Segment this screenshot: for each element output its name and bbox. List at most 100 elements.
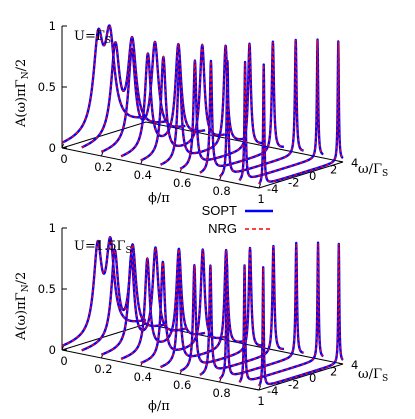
curve-phi-1	[258, 242, 344, 387]
x-tick-label: 0.8	[212, 386, 230, 400]
x-axis-label: ϕ/π	[148, 191, 170, 206]
curve-phi-0.1	[80, 243, 167, 352]
x-tick	[61, 143, 64, 149]
curve-phi-0.3	[120, 42, 207, 158]
back-floor-edge	[61, 323, 147, 351]
x-tick-label: 0.6	[173, 176, 191, 190]
curve-phi-0.7	[198, 40, 285, 174]
x-tick-label: 0	[60, 152, 67, 166]
panel-bottom: 00.20.40.60.81 -4 -2 0 2 4 00.51 U=1.5ΓS A(ω…	[14, 221, 388, 414]
curve-phi-0	[61, 236, 147, 347]
z-axis-label: A(ω)πΓN/2	[14, 272, 31, 341]
curve-phi-0.6	[179, 42, 266, 170]
x-axis-line	[61, 349, 260, 391]
curve-phi-0.1	[80, 35, 167, 149]
y-tick-label: 0	[309, 371, 316, 385]
curve-phi-0	[61, 24, 147, 144]
x-tick-labels: 0 0.2 0.4 0.6 0.8 1	[60, 354, 264, 408]
nrg-curve	[219, 242, 304, 380]
y-tick-label: -2	[288, 176, 299, 190]
panel-label: U=ΓS	[74, 29, 111, 46]
nrg-curve	[238, 39, 324, 181]
y-tick-labels: -4 -2 0 2 4	[267, 358, 358, 398]
curve-phi-0.4	[139, 248, 226, 365]
z-tick-label: 1	[49, 19, 56, 33]
sopt-curve	[198, 244, 285, 376]
nrg-curve	[179, 247, 265, 372]
nrg-curve	[258, 41, 344, 185]
y-axis-label: ω/ΓS	[358, 367, 388, 384]
x-tick-label: 0.4	[134, 168, 152, 182]
nrg-curve	[179, 43, 265, 170]
z-tick-labels: 00.51	[38, 221, 56, 357]
x-tick-label: 1	[257, 394, 264, 408]
nrg-curve	[120, 42, 206, 157]
y-tick-label: 4	[351, 156, 358, 170]
nrg-curve	[101, 245, 186, 356]
x-axis-line	[61, 147, 260, 189]
x-tick	[61, 345, 64, 351]
y-tick	[253, 388, 260, 391]
y-tick-label: 0	[309, 169, 316, 183]
y-tick-label: 2	[330, 163, 337, 177]
curve-phi-1	[258, 40, 344, 185]
panel-label: U=1.5ΓS	[74, 239, 132, 256]
sopt-curve	[80, 243, 167, 352]
z-tick-label: 0.5	[38, 282, 56, 296]
nrg-curve	[238, 242, 324, 383]
y-tick	[253, 186, 260, 189]
x-tick-label: 0	[60, 354, 67, 368]
y-tick-label: -4	[267, 384, 278, 398]
curve-phi-0.8	[218, 38, 305, 178]
z-axis-label: A(ω)πΓN/2	[14, 59, 31, 128]
legend-label-sopt: SOPT	[202, 203, 237, 218]
curve-phi-0.2	[100, 40, 187, 153]
nrg-curve	[199, 41, 284, 174]
x-tick-label: 0.2	[94, 362, 112, 376]
x-tick-label: 0.8	[212, 184, 230, 198]
x-tick	[100, 151, 104, 157]
back-floor-edge	[61, 121, 147, 149]
x-tick-labels: 0 0.2 0.4 0.6 0.8 1	[60, 152, 264, 206]
legend: SOPT NRG	[202, 203, 273, 236]
curve-phi-0.2	[100, 245, 187, 356]
z-tick-labels: 00.51	[38, 19, 56, 155]
x-tick-label: 0.4	[134, 370, 152, 384]
y-tick	[337, 160, 344, 163]
nrg-curve	[101, 40, 186, 153]
curve-phi-0.3	[120, 246, 207, 360]
y-tick-label: -4	[267, 182, 278, 196]
nrg-curve	[81, 36, 166, 149]
nrg-curve	[219, 39, 304, 178]
z-tick-label: 0	[49, 343, 56, 357]
legend-label-nrg: NRG	[208, 221, 237, 236]
nrg-curve	[160, 45, 245, 166]
y-tick-label: -2	[288, 378, 299, 392]
nrg-curve	[140, 249, 225, 364]
y-tick-label: 2	[330, 365, 337, 379]
curve-phi-0.6	[179, 246, 266, 373]
x-tick	[258, 183, 261, 189]
y-tick	[337, 362, 344, 365]
curve-phi-0.7	[198, 244, 285, 376]
nrg-curve	[140, 42, 225, 162]
curve-phi-0.8	[218, 241, 305, 380]
z-tick-label: 1	[49, 221, 56, 235]
nrg-curve	[120, 246, 206, 360]
spectral-curves	[61, 236, 344, 387]
y-tick-label: 4	[351, 358, 358, 372]
x-tick-label: 1	[257, 192, 264, 206]
x-tick-label: 0.2	[94, 160, 112, 174]
nrg-curve	[61, 24, 147, 144]
curve-phi-0.4	[139, 42, 226, 162]
curve-phi-0.9	[238, 38, 325, 182]
curve-phi-0.9	[238, 241, 325, 384]
y-tick-labels: -4 -2 0 2 4	[267, 156, 358, 196]
sopt-curve	[61, 236, 147, 347]
spectral-curves	[61, 24, 344, 185]
z-tick-label: 0	[49, 141, 56, 155]
x-axis-label: ϕ/π	[148, 399, 170, 414]
x-tick	[258, 385, 261, 391]
panel-top: 00.20.40.60.81 -4 -2 0 2 4 00.51 U=ΓS A(ω)πΓ…	[14, 19, 388, 206]
